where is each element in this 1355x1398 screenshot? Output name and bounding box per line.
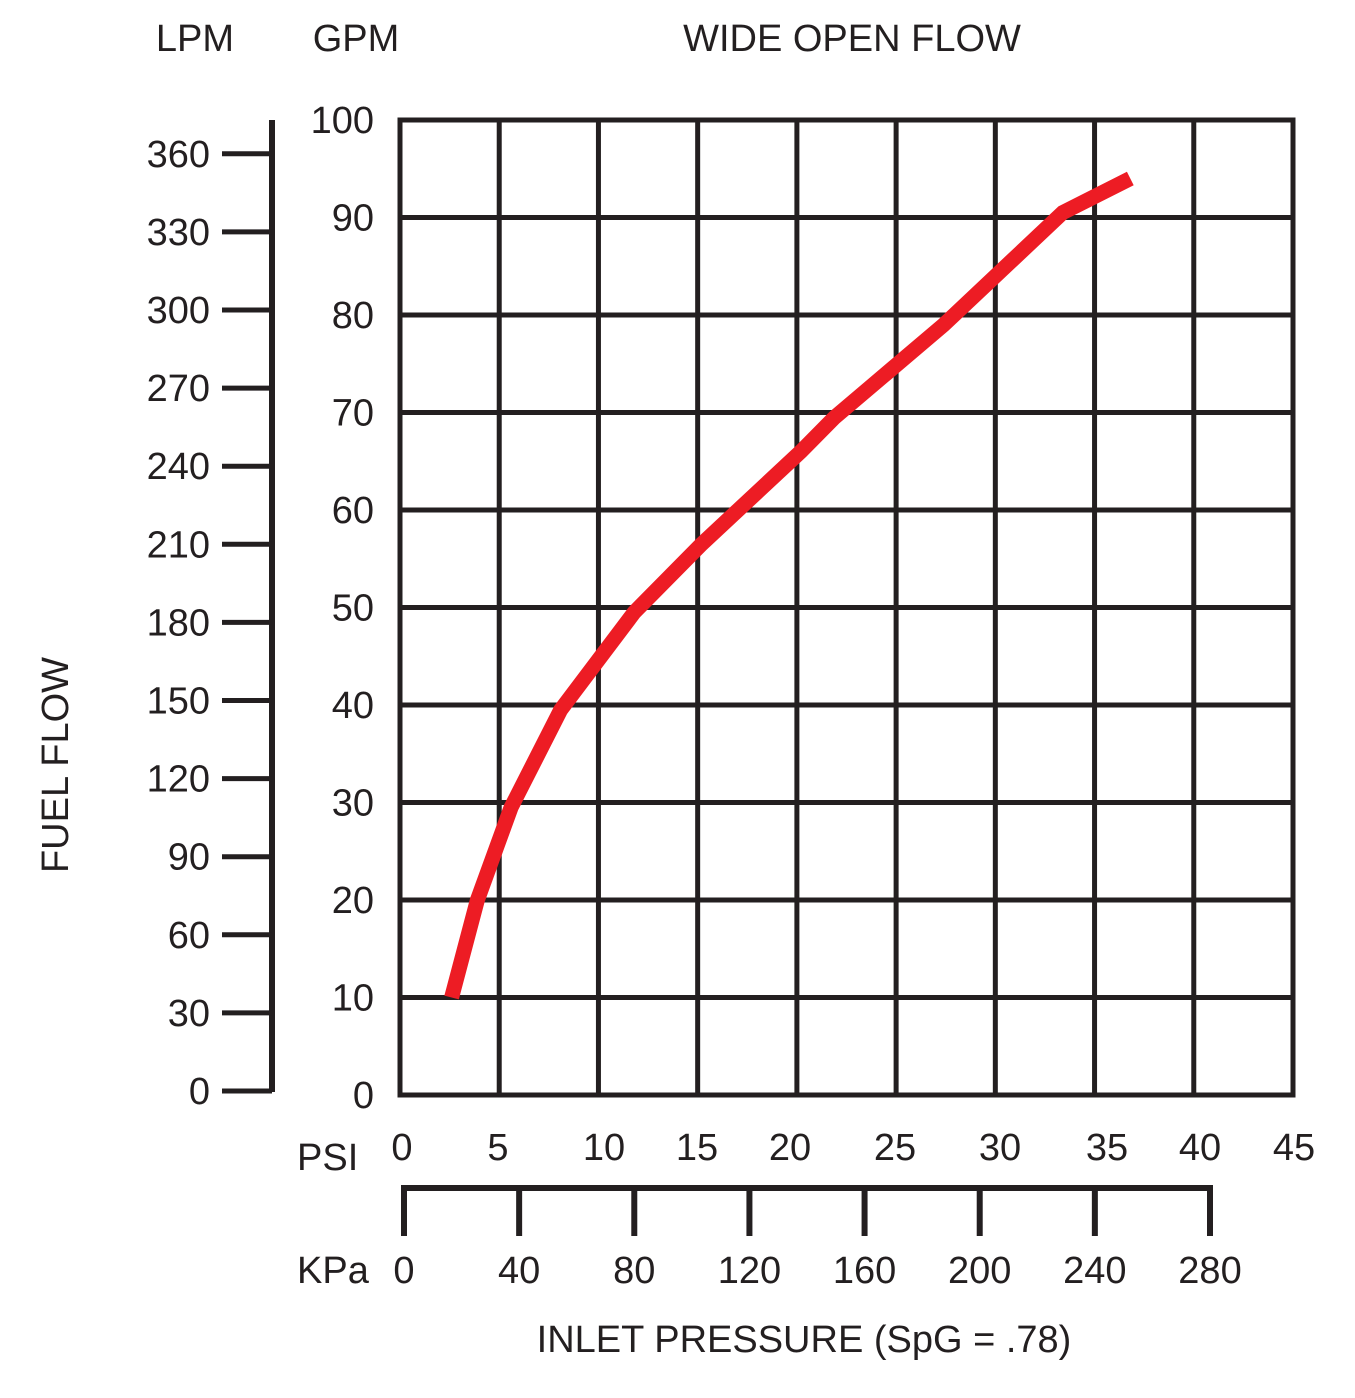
lpm-tick-label: 0	[189, 1071, 210, 1113]
psi-tick-label: 45	[1273, 1127, 1315, 1169]
gpm-tick-label: 20	[332, 880, 374, 922]
chart-title: WIDE OPEN FLOW	[683, 18, 1021, 60]
x-axis-label: INLET PRESSURE (SpG = .78)	[537, 1319, 1072, 1361]
psi-tick-label: 10	[583, 1127, 625, 1169]
psi-tick-label: 25	[874, 1127, 916, 1169]
psi-tick-label: 35	[1086, 1127, 1128, 1169]
lpm-tick-label: 300	[147, 290, 210, 332]
lpm-tick-label: 210	[147, 524, 210, 566]
gpm-tick-label: 60	[332, 490, 374, 532]
lpm-tick-label: 120	[147, 759, 210, 801]
lpm-tick-label: 30	[168, 993, 210, 1035]
kpa-tick-label: 80	[613, 1250, 655, 1292]
gpm-tick-label: 40	[332, 685, 374, 727]
psi-tick-label: 30	[979, 1127, 1021, 1169]
gpm-unit-label: GPM	[313, 18, 400, 60]
lpm-tick-label: 90	[168, 837, 210, 879]
gpm-tick-label: 80	[332, 295, 374, 337]
gpm-tick-label: 10	[332, 978, 374, 1020]
lpm-tick-label: 330	[147, 212, 210, 254]
psi-tick-labels: 0 5 10 15 20 25 30 35 40 45	[391, 1127, 1315, 1169]
gpm-tick-label: 0	[353, 1075, 374, 1117]
psi-tick-label: 40	[1179, 1127, 1221, 1169]
gpm-tick-labels: 0 10 20 30 40 50 60 70 80 90 100	[311, 100, 374, 1117]
lpm-tick-label: 360	[147, 134, 210, 176]
gpm-tick-label: 100	[311, 100, 374, 142]
kpa-tick-label: 200	[948, 1250, 1011, 1292]
plot-grid	[400, 120, 1293, 1095]
kpa-tick-label: 0	[393, 1250, 414, 1292]
y-axis-label: FUEL FLOW	[35, 657, 77, 873]
gpm-tick-label: 30	[332, 783, 374, 825]
kpa-tick-label: 120	[718, 1250, 781, 1292]
kpa-tick-label: 240	[1063, 1250, 1126, 1292]
flow-curve-line	[444, 171, 1134, 1000]
gpm-tick-label: 50	[332, 588, 374, 630]
kpa-unit-label: KPa	[297, 1250, 370, 1292]
psi-unit-label: PSI	[297, 1137, 358, 1179]
plot-frame	[397, 117, 1296, 1098]
lpm-tick-label: 180	[147, 602, 210, 644]
gpm-tick-label: 70	[332, 393, 374, 435]
kpa-tick-label: 280	[1178, 1250, 1241, 1292]
kpa-tick-label: 40	[498, 1250, 540, 1292]
lpm-tick-label: 240	[147, 446, 210, 488]
lpm-scale: 0 30 60 90 120 150 180 210 240 270 300 330 360	[147, 120, 275, 1113]
kpa-scale: 0 40 80 120 160 200 240 280	[393, 1185, 1242, 1292]
psi-tick-label: 5	[487, 1127, 508, 1169]
lpm-unit-label: LPM	[156, 18, 234, 60]
lpm-tick-label: 150	[147, 681, 210, 723]
lpm-tick-label: 60	[168, 915, 210, 957]
psi-tick-label: 15	[676, 1127, 718, 1169]
gpm-tick-label: 90	[332, 198, 374, 240]
psi-tick-label: 20	[769, 1127, 811, 1169]
psi-tick-label: 0	[391, 1127, 412, 1169]
kpa-tick-label: 160	[833, 1250, 896, 1292]
lpm-tick-label: 270	[147, 368, 210, 410]
